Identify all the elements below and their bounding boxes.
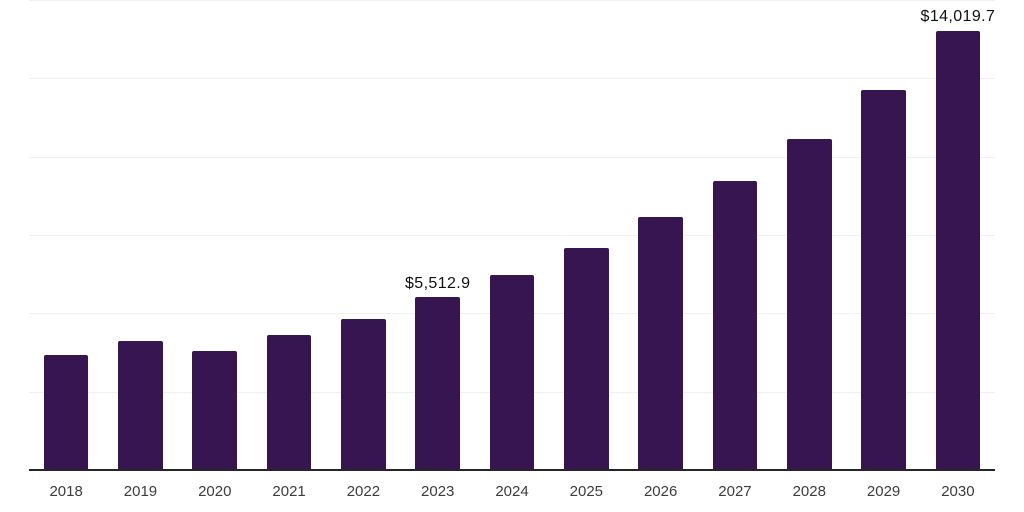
- bar-slot-2022: [326, 0, 400, 470]
- bar-2018: [43, 355, 89, 470]
- bar-2030: [935, 30, 981, 470]
- bar-2026: [638, 216, 683, 470]
- bar-slot-2021: [252, 0, 326, 470]
- bar-slot-2026: [624, 0, 698, 470]
- bar-2020: [192, 351, 238, 470]
- bar-2029: [861, 89, 906, 470]
- bar-slot-2024: [475, 0, 549, 470]
- x-tick-2024: 2024: [495, 483, 529, 500]
- x-tick-2020: 2020: [198, 483, 232, 500]
- x-tick-2026: 2026: [643, 483, 678, 500]
- x-tick-2023: 2023: [421, 483, 455, 500]
- gridline: [29, 0, 995, 1]
- x-tick-2021: 2021: [272, 483, 306, 500]
- x-tick-2025: 2025: [569, 483, 604, 500]
- x-tick-2027: 2027: [718, 483, 752, 500]
- gridline: [29, 156, 995, 158]
- bar-slot-2028: [772, 0, 846, 470]
- bar-2023: [415, 297, 460, 470]
- bar-2019: [118, 341, 163, 470]
- bar-slot-2027: [698, 0, 772, 470]
- bar-2027: [712, 181, 758, 470]
- bar-2021: [266, 334, 312, 470]
- bar-slot-2025: [549, 0, 623, 470]
- bar-2024: [489, 274, 535, 470]
- bar-value-label-2030: $14,019.7: [920, 8, 996, 26]
- bar-value-label-2023: $5,512.9: [404, 274, 471, 292]
- bar-slot-2029: [846, 0, 920, 470]
- bar-slot-2019: [103, 0, 177, 470]
- bar-2022: [341, 318, 386, 470]
- plot-area: $5,512.9 $14,019.7: [29, 0, 995, 470]
- gridline: [29, 78, 995, 80]
- x-tick-2028: 2028: [792, 483, 826, 500]
- bar-slot-2023: $5,512.9: [401, 0, 475, 470]
- x-tick-2019: 2019: [123, 483, 158, 500]
- bar-2028: [786, 139, 832, 470]
- x-tick-2018: 2018: [49, 483, 83, 500]
- bar-2025: [564, 247, 609, 470]
- bar-slot-2018: [29, 0, 103, 470]
- x-tick-2030: 2030: [941, 483, 975, 500]
- x-tick-2022: 2022: [346, 483, 381, 500]
- bars-container: $5,512.9 $14,019.7: [29, 0, 995, 470]
- gridline: [29, 235, 995, 236]
- x-axis-line: [29, 469, 995, 471]
- x-axis-tick-labels: 2018 2019 2020 2021 2022 2023 2024 2025 2026 2027…: [29, 483, 995, 501]
- bar-slot-2030: $14,019.7: [921, 0, 995, 470]
- bar-slot-2020: [178, 0, 252, 470]
- x-tick-2029: 2029: [866, 483, 901, 500]
